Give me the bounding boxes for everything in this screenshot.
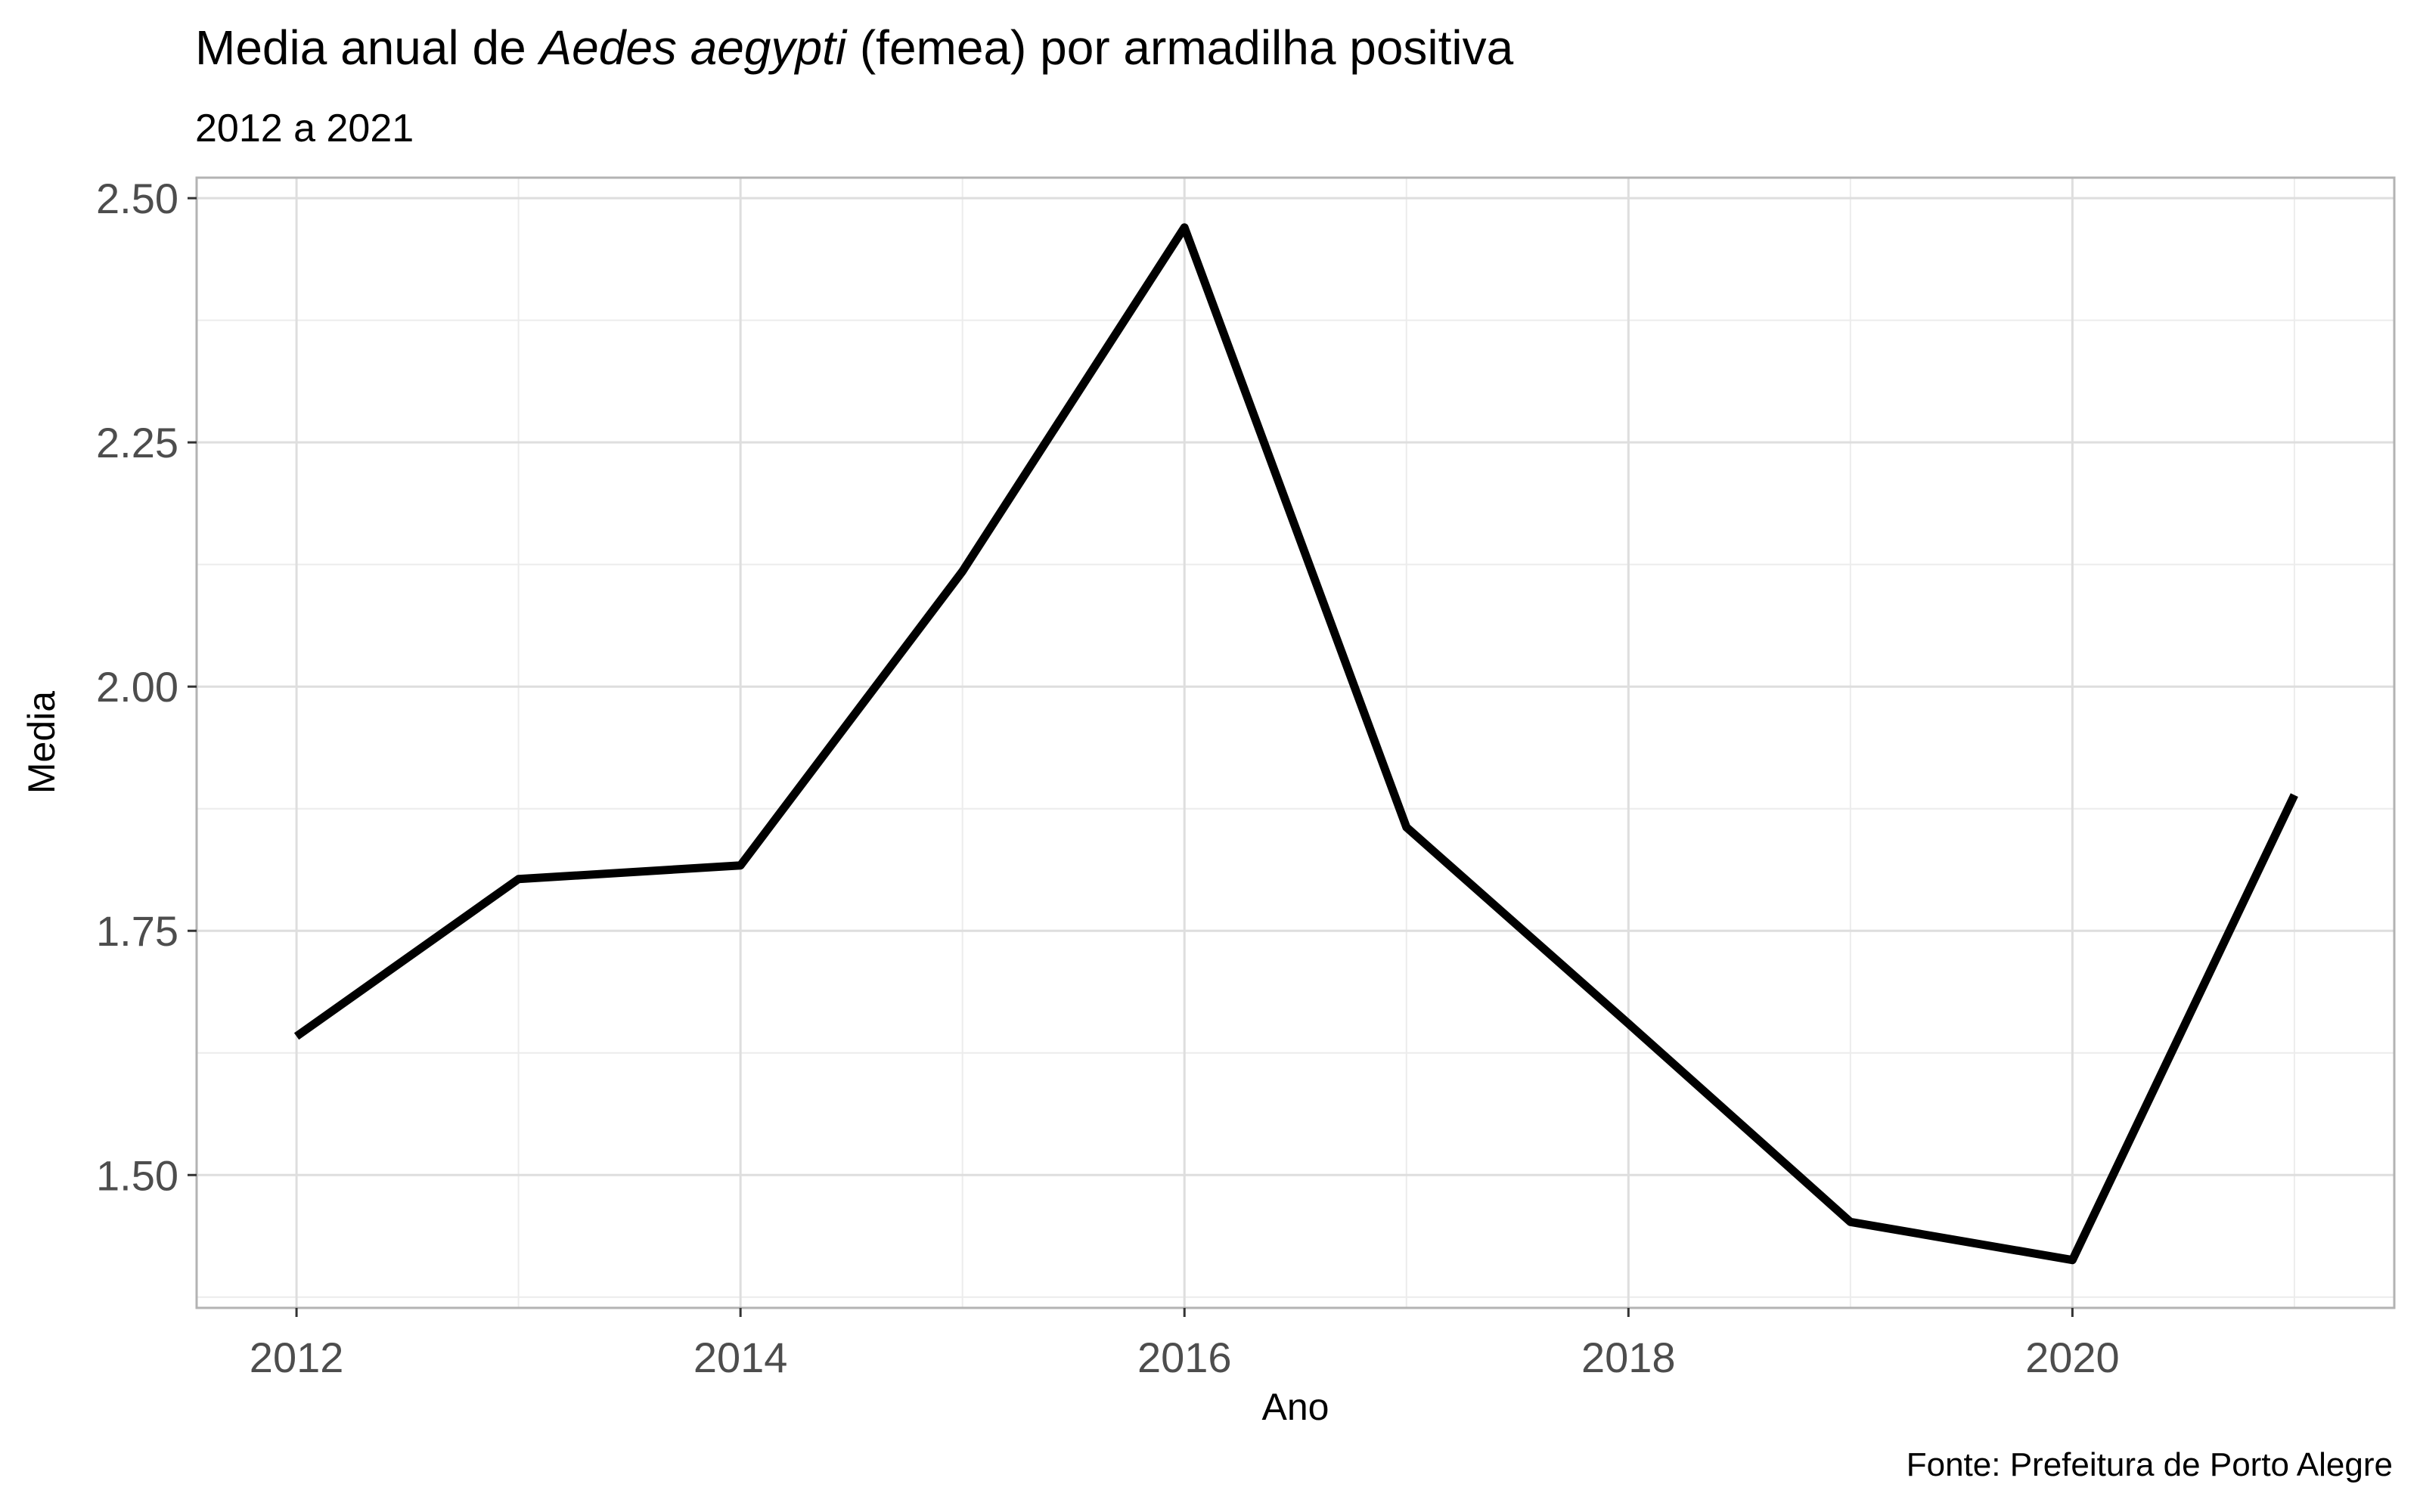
panel-border — [195, 176, 2396, 1309]
series-line — [293, 223, 2298, 1265]
x-axis: 2012 2014 2016 2018 2020 — [250, 1308, 2120, 1381]
y-tick-label: 2.25 — [96, 419, 178, 466]
chart-subtitle: 2012 a 2021 — [195, 107, 414, 150]
y-axis-title: Media — [20, 691, 63, 794]
x-tick-label: 2016 — [1137, 1334, 1232, 1381]
title-prefix: Media anual de — [195, 20, 540, 75]
y-tick-label: 2.50 — [96, 175, 178, 222]
title-species: Aedes aegypti — [539, 20, 847, 75]
x-tick-label: 2012 — [250, 1334, 344, 1381]
series-layer — [293, 223, 2298, 1265]
title-suffix: (femea) por armadilha positiva — [846, 20, 1514, 75]
x-axis-title: Ano — [1262, 1386, 1329, 1428]
chart-title: Media anual de Aedes aegypti (femea) por… — [195, 14, 1513, 82]
x-tick-label: 2020 — [2025, 1334, 2120, 1381]
x-tick-label: 2018 — [1581, 1334, 1676, 1381]
y-axis: 1.50 1.75 2.00 2.25 2.50 — [96, 175, 197, 1199]
x-tick-label: 2014 — [693, 1334, 788, 1381]
major-gridlines — [197, 178, 2394, 1308]
y-tick-label: 1.50 — [96, 1151, 178, 1199]
y-tick-label: 1.75 — [96, 907, 178, 955]
y-tick-label: 2.00 — [96, 663, 178, 711]
minor-gridlines — [197, 178, 2394, 1308]
source-caption: Fonte: Prefeitura de Porto Alegre — [1906, 1446, 2393, 1483]
